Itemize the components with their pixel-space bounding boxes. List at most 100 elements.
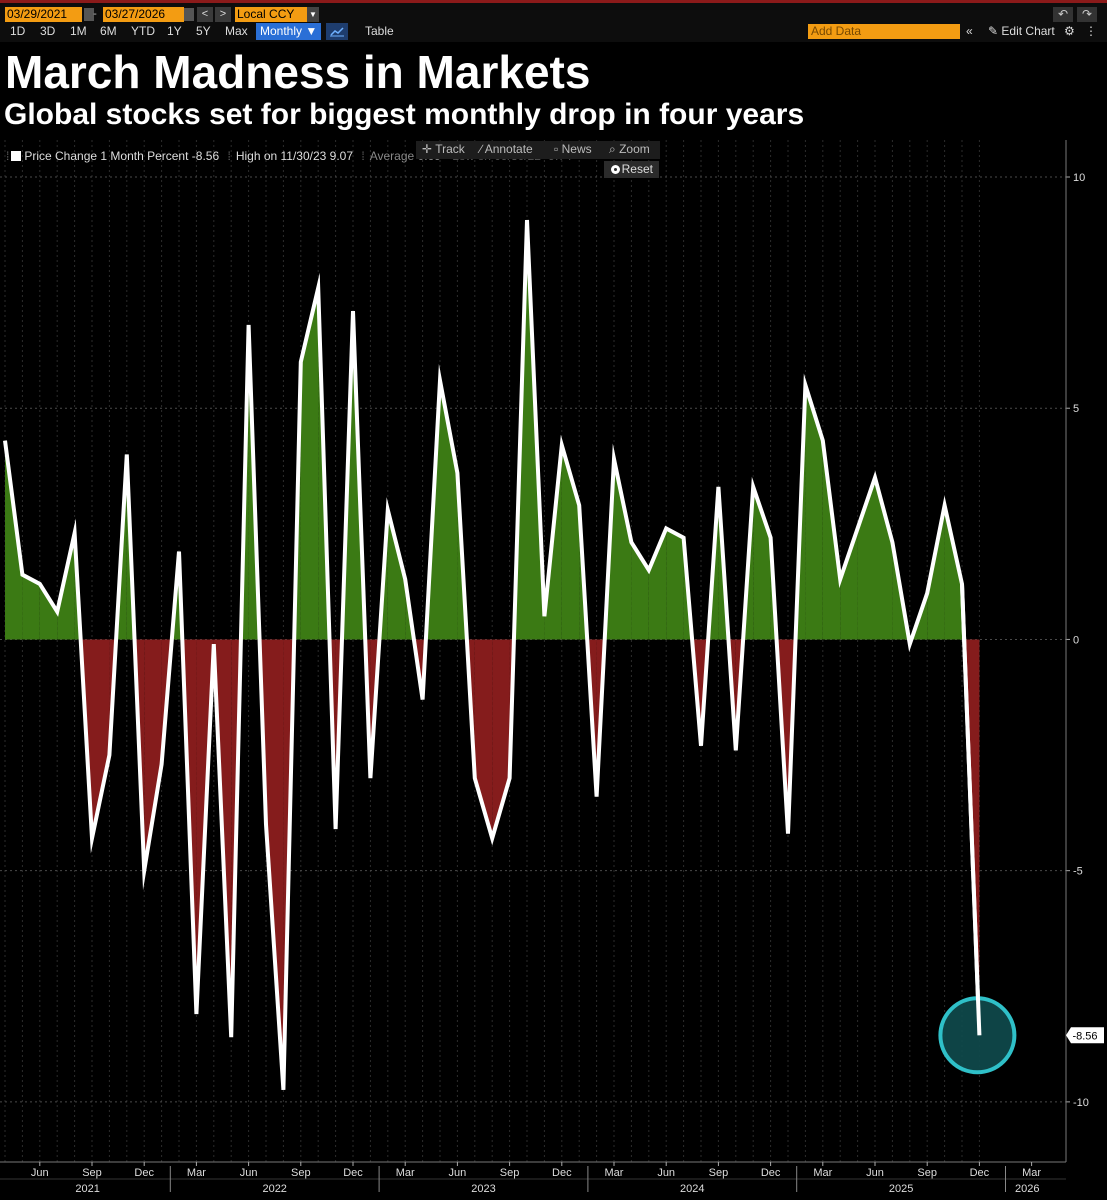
next-period-icon[interactable]: >	[215, 7, 231, 22]
calendar-icon[interactable]	[84, 8, 94, 21]
table-button[interactable]: Table	[365, 24, 394, 38]
range-max-button[interactable]: Max	[225, 24, 248, 38]
annotate-label: Annotate	[484, 142, 533, 156]
legend-separator-icon: ⁞	[361, 148, 365, 163]
zoom-label: Zoom	[619, 142, 650, 156]
area-segment	[39, 583, 58, 640]
x-month-label: Sep	[291, 1167, 311, 1179]
x-year-label: 2022	[262, 1183, 286, 1195]
edit-chart-button[interactable]: ✎ Edit Chart	[988, 24, 1055, 39]
area-segment	[5, 440, 23, 640]
currency-value: Local CCY	[237, 7, 295, 21]
settings-icon[interactable]: ⚙	[1064, 24, 1075, 38]
x-month-label: Jun	[866, 1167, 884, 1179]
x-month-label: Jun	[31, 1167, 49, 1179]
x-month-label: Jun	[449, 1167, 467, 1179]
legend-series: Price Change 1 Month Percent -8.56	[24, 148, 220, 163]
reset-icon	[611, 165, 620, 174]
area-segment	[927, 505, 945, 640]
area-segment	[300, 287, 319, 640]
currency-select[interactable]: Local CCY ▼	[235, 7, 319, 22]
highlight-layer: -8.56	[938, 583, 1104, 1075]
date-separator-icon: -	[93, 8, 97, 20]
chart-tools-bar	[416, 141, 660, 159]
x-month-label: Dec	[970, 1167, 990, 1179]
x-month-label: Sep	[500, 1167, 520, 1179]
redo-icon[interactable]: ↷	[1077, 7, 1097, 22]
legend-swatch	[11, 150, 22, 161]
zoom-icon: ⌕	[609, 142, 616, 156]
end-date-input[interactable]: 03/27/2026	[103, 7, 184, 22]
range-1d-button[interactable]: 1D	[10, 24, 26, 38]
area-segment	[614, 459, 632, 640]
x-month-label: Mar	[396, 1167, 415, 1179]
x-month-label: Dec	[134, 1167, 154, 1179]
range-1m-button[interactable]: 1M	[70, 24, 87, 38]
area-segment	[22, 574, 40, 640]
frequency-select[interactable]: Monthly ▼	[256, 23, 321, 40]
x-year-label: 2026	[1015, 1183, 1039, 1195]
news-label: News	[561, 142, 592, 156]
chevron-down-icon: ▼	[305, 24, 318, 38]
annotate-button[interactable]: ∕ Annotate	[480, 142, 533, 157]
edit-chart-label: Edit Chart	[1001, 24, 1055, 38]
reset-label: Reset	[621, 162, 653, 176]
x-month-label: Dec	[343, 1167, 363, 1179]
line-layer	[3, 219, 982, 1090]
x-month-label: Jun	[240, 1167, 258, 1179]
add-data-input[interactable]: Add Data	[808, 24, 960, 39]
x-month-label: Mar	[187, 1167, 206, 1179]
frequency-value: Monthly	[260, 24, 303, 38]
area-segment	[753, 486, 771, 640]
prev-period-icon[interactable]: <	[197, 7, 213, 22]
range-6m-button[interactable]: 6M	[100, 24, 117, 38]
legend-handle-icon[interactable]: ⁞	[6, 148, 10, 163]
area-segment	[875, 477, 893, 640]
range-ytd-button[interactable]: YTD	[131, 24, 155, 38]
y-axis: 10 5 0 -5 -10	[1065, 140, 1089, 1162]
area-segment	[648, 528, 667, 640]
x-year-label: 2021	[75, 1183, 99, 1195]
legend-separator-icon: ⁞	[227, 148, 231, 163]
x-month-label: Mar	[605, 1167, 624, 1179]
range-3d-button[interactable]: 3D	[40, 24, 56, 38]
area-segment	[387, 509, 406, 640]
pencil-icon: ✎	[988, 24, 999, 38]
pencil-icon: ∕	[480, 142, 483, 156]
range-1y-button[interactable]: 1Y	[167, 24, 182, 38]
reset-button[interactable]: Reset	[604, 161, 659, 178]
undo-icon[interactable]: ↶	[1053, 7, 1073, 22]
window-accent-line	[0, 0, 1107, 3]
last-value-label: -8.56	[1072, 1030, 1097, 1042]
news-button[interactable]: ▫ News	[554, 142, 592, 157]
area-segment	[666, 528, 684, 640]
chart-type-button[interactable]	[326, 23, 348, 40]
chart-title: March Madness in Markets	[5, 46, 591, 98]
area-segment	[805, 385, 823, 640]
y-tick-label: -5	[1073, 866, 1083, 878]
zoom-button[interactable]: ⌕ Zoom	[609, 142, 650, 157]
more-icon[interactable]: ⋮	[1085, 24, 1097, 38]
area-segment	[266, 639, 284, 1090]
area-segment	[944, 505, 962, 640]
x-month-label: Dec	[552, 1167, 572, 1179]
track-button[interactable]: ✛ Track	[422, 142, 465, 157]
y-tick-label: 10	[1073, 172, 1085, 184]
area-segment	[840, 528, 858, 640]
y-tick-label: -10	[1073, 1097, 1089, 1109]
range-5y-button[interactable]: 5Y	[196, 24, 211, 38]
x-month-label: Jun	[657, 1167, 675, 1179]
x-year-label: 2023	[471, 1183, 495, 1195]
collapse-icon[interactable]: «	[966, 24, 973, 38]
calendar-icon[interactable]	[184, 8, 194, 21]
x-month-label: Sep	[709, 1167, 729, 1179]
y-tick-label: 0	[1073, 634, 1079, 646]
x-month-label: Mar	[813, 1167, 832, 1179]
start-date-input[interactable]: 03/29/2021	[5, 7, 82, 22]
x-month-label: Sep	[82, 1167, 102, 1179]
y-tick-label: 5	[1073, 403, 1079, 415]
area-segment	[92, 639, 110, 839]
x-year-label: 2025	[889, 1183, 913, 1195]
series-line-end	[960, 583, 982, 1036]
